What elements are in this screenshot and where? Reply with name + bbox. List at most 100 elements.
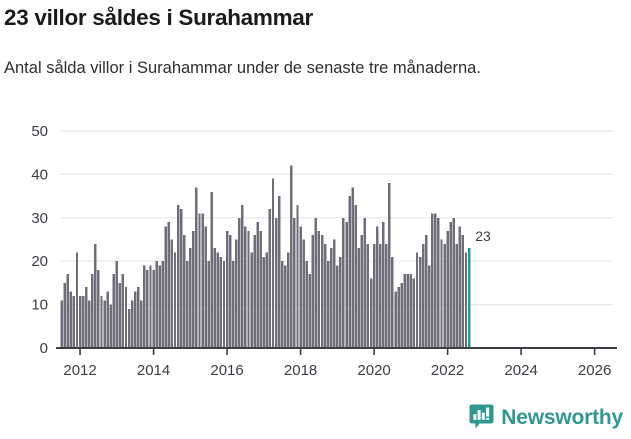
bar — [458, 226, 462, 348]
bar — [149, 265, 152, 348]
bar — [253, 235, 256, 348]
bar — [412, 278, 416, 348]
bar — [84, 287, 88, 348]
bar — [293, 217, 296, 348]
bar — [112, 274, 115, 348]
bar-chart: 0 10 20 30 40 50 23 2012 2014 2016 2018 2020 2022 202… — [31, 123, 617, 379]
bar — [302, 239, 305, 348]
bar — [167, 222, 171, 348]
bar — [222, 261, 226, 348]
bar — [326, 261, 330, 348]
bar — [394, 291, 397, 348]
bar — [158, 265, 161, 348]
bar-chart-speech-bubble-icon — [469, 404, 494, 429]
x-axis-tick-label: 2022 — [431, 362, 464, 379]
bar — [63, 282, 66, 348]
bar — [366, 243, 370, 348]
y-axis-tick-label: 40 — [31, 166, 48, 183]
page-title: 23 villor såldes i Surahammar — [4, 5, 313, 30]
bar — [146, 269, 149, 348]
bar — [314, 217, 318, 348]
bar — [305, 261, 308, 348]
bar — [213, 248, 217, 348]
bar — [133, 291, 137, 348]
bar — [428, 265, 431, 348]
bar — [78, 295, 82, 348]
x-axis-tick-label: 2014 — [137, 362, 170, 379]
bar — [280, 261, 284, 348]
x-axis-tick-label: 2024 — [504, 362, 537, 379]
bar — [207, 261, 210, 348]
bar — [345, 222, 348, 348]
bar — [437, 217, 440, 348]
bar — [290, 165, 293, 348]
bar — [75, 252, 79, 348]
bar — [391, 256, 394, 348]
bar — [369, 278, 373, 348]
bar — [443, 243, 446, 348]
bar — [88, 300, 91, 348]
bar — [192, 230, 195, 348]
bar — [299, 226, 302, 348]
bar — [354, 204, 357, 348]
bar — [357, 248, 360, 348]
bar — [106, 291, 109, 348]
bar — [103, 300, 106, 348]
y-axis-tick-label: 0 — [40, 340, 48, 357]
bar — [351, 187, 354, 348]
chart-plot-area: 0 10 20 30 40 50 23 2012 2014 2016 2018 2020 2022 202… — [0, 118, 631, 386]
bar — [94, 243, 97, 348]
bar — [262, 256, 266, 348]
bar — [216, 252, 220, 348]
bar — [235, 239, 238, 348]
bar — [320, 235, 324, 348]
bar — [140, 300, 143, 348]
bar — [259, 230, 262, 348]
bar — [170, 239, 174, 348]
last-value-label: 23 — [475, 228, 491, 244]
bar — [244, 226, 247, 348]
bar — [406, 274, 410, 348]
bar — [219, 256, 223, 348]
bar — [449, 222, 452, 348]
bar — [137, 287, 140, 348]
bar — [329, 248, 333, 348]
bar — [164, 226, 168, 348]
y-axis-tick-label: 10 — [31, 297, 48, 314]
bar — [143, 265, 146, 348]
bar — [375, 226, 379, 348]
x-axis-tick-label: 2016 — [210, 362, 243, 379]
logo-wordmark: Newsworthy — [501, 405, 623, 429]
bar — [124, 287, 128, 348]
bar — [228, 235, 232, 348]
bar — [72, 295, 76, 348]
bar — [130, 300, 134, 348]
bar — [182, 235, 186, 348]
bar — [336, 265, 339, 348]
bar — [308, 274, 311, 348]
bar — [204, 226, 207, 348]
bar — [60, 300, 63, 348]
bar — [152, 269, 155, 348]
bar — [241, 204, 244, 348]
bar — [342, 217, 345, 348]
bar — [385, 243, 388, 348]
bar — [455, 243, 459, 348]
x-axis-tick-label: 2012 — [63, 362, 96, 379]
bar — [81, 295, 85, 348]
bar — [400, 282, 403, 348]
y-axis-tick-label: 20 — [31, 253, 48, 270]
y-axis-tick-label: 50 — [31, 123, 48, 140]
bar — [287, 252, 290, 348]
bar — [238, 217, 241, 348]
y-axis-tick-label: 30 — [31, 210, 48, 227]
x-axis-tick-label: 2020 — [357, 362, 390, 379]
bar — [121, 274, 125, 348]
bar — [66, 274, 70, 348]
bar — [372, 243, 376, 348]
bar — [452, 217, 455, 348]
bar — [186, 261, 189, 348]
bar — [333, 239, 336, 348]
bar — [127, 308, 131, 348]
